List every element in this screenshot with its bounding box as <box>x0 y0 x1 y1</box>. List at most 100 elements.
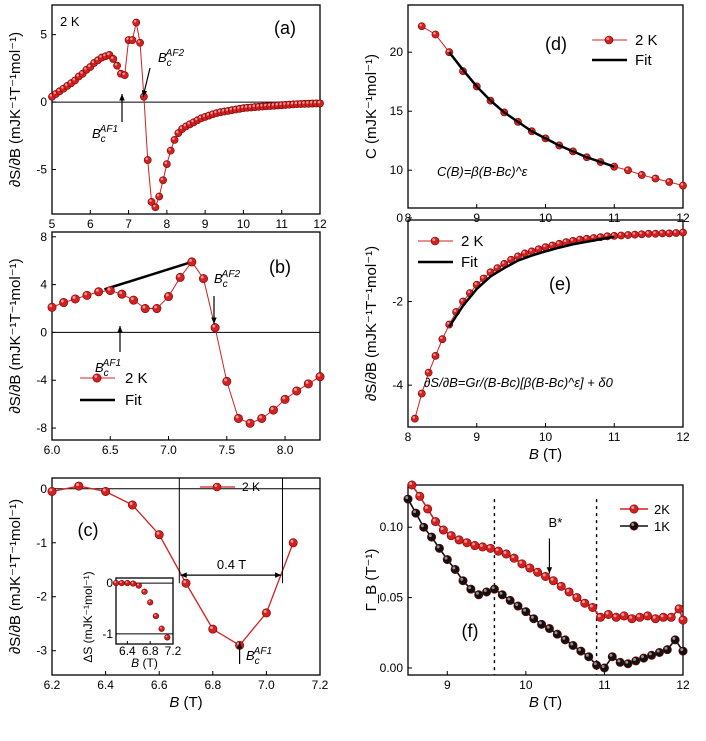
data-point-f-1K <box>647 650 657 660</box>
data-point-b <box>210 323 220 333</box>
series-line-f-1K <box>407 498 684 669</box>
data-point-f-1K <box>529 614 539 624</box>
data-point-f-2K-shine <box>644 612 648 616</box>
data-point-f-2K-disc <box>454 535 464 545</box>
inset-x-tick-label-c: 6.8 <box>142 644 159 658</box>
data-point-b-shine <box>142 305 146 309</box>
data-point-d <box>651 174 660 183</box>
data-point-d-shine <box>639 172 642 175</box>
data-point-b-shine <box>200 275 204 279</box>
data-point-f-1K-disc <box>607 652 617 662</box>
legend-marker-1k-f-disc <box>629 521 639 531</box>
x-tick-label-a: 10 <box>237 217 251 231</box>
data-point-f-2K <box>485 543 495 553</box>
data-point-f-2K <box>454 535 464 545</box>
data-point-f-2K <box>540 571 550 581</box>
data-point-f-2K <box>548 576 558 586</box>
legend-label-fit-b: Fit <box>125 392 142 409</box>
data-point-f-2K-disc <box>415 491 425 501</box>
data-point-b <box>94 287 104 297</box>
data-point-a-shine <box>164 161 168 165</box>
data-point-d <box>637 171 646 179</box>
y-tick-label-f: 0.05 <box>380 591 404 605</box>
data-point-a <box>155 192 164 201</box>
inset-data-point-c <box>130 580 137 587</box>
data-point-f-1K <box>607 652 617 662</box>
data-point-f-2K <box>423 504 433 514</box>
inset-data-point-c-disc <box>158 625 165 632</box>
data-point-a-shine <box>156 193 160 197</box>
data-point-b <box>303 379 313 389</box>
data-point-f-1K-shine <box>562 636 566 640</box>
data-point-a <box>316 99 324 108</box>
data-point-f-1K-shine <box>554 631 558 635</box>
data-point-b <box>140 304 150 314</box>
data-point-e-shine <box>646 231 649 234</box>
data-point-f-1K <box>599 663 609 673</box>
data-point-d <box>624 166 632 175</box>
data-point-a-shine <box>202 114 206 117</box>
data-point-b-shine <box>305 380 309 384</box>
arrow-af2-b <box>211 296 217 324</box>
data-point-f-1K-shine <box>656 649 660 653</box>
x-tick-label-a: 12 <box>313 217 327 231</box>
inset-data-point-c-disc <box>118 579 125 587</box>
bc-af1-label-c: BcAF1 <box>246 646 272 667</box>
data-point-b-disc <box>315 372 325 382</box>
data-point-c-shine <box>290 539 294 543</box>
data-point-e <box>651 229 660 238</box>
data-point-a-shine <box>153 204 156 208</box>
data-point-a-shine <box>260 104 263 107</box>
data-point-f-1K <box>623 659 633 669</box>
data-point-e-shine <box>570 238 574 241</box>
data-point-f-2K-shine <box>542 573 546 577</box>
data-point-f-2K-disc <box>580 598 590 608</box>
data-point-a-disc <box>143 156 152 164</box>
inset-data-point-c-shine <box>131 581 134 584</box>
data-point-f-1K-disc <box>466 584 476 594</box>
inset-data-point-c-shine <box>159 626 162 629</box>
data-point-f-1K-shine <box>515 603 519 607</box>
data-point-f-2K-disc <box>588 602 598 612</box>
data-point-f-1K-shine <box>601 665 605 668</box>
data-point-b-disc <box>303 379 313 389</box>
data-point-f-1K-shine <box>491 586 495 590</box>
y-tick-label-c: -3 <box>36 644 47 658</box>
data-point-a-shine <box>99 55 102 58</box>
data-point-f-1K <box>560 635 570 645</box>
data-point-b <box>164 292 174 302</box>
x-tick-label-b: 6.0 <box>44 443 61 457</box>
legend-marker-2k-f <box>629 504 639 514</box>
data-point-e-shine <box>680 230 684 233</box>
data-point-c-disc <box>47 486 57 496</box>
data-point-f-1K-disc <box>521 607 531 617</box>
data-point-d-shine <box>666 179 670 183</box>
data-point-f-2K <box>635 612 645 622</box>
data-point-a-shine <box>229 107 233 111</box>
data-point-b-shine <box>224 378 227 382</box>
bc-af2-label-a-text: BcAF2 <box>158 48 184 69</box>
inset-data-point-c-disc <box>135 582 142 589</box>
data-point-f-2K-shine <box>652 615 656 619</box>
data-point-f-1K-shine <box>617 659 621 663</box>
legend-label-fit-d: Fit <box>635 52 652 69</box>
data-point-f-1K <box>411 508 421 518</box>
panel-label-e: (e) <box>549 274 571 294</box>
legend-marker-2k-f-disc <box>629 504 639 514</box>
data-point-f-2K-shine <box>566 589 570 592</box>
arrow-af2-a-head <box>141 90 148 97</box>
data-point-f-2K <box>643 611 653 621</box>
data-point-f-1K-shine <box>546 625 550 629</box>
data-point-b-shine <box>60 299 64 303</box>
y-tick-label-a: -5 <box>36 163 47 177</box>
data-point-f-2K <box>572 593 582 603</box>
y-tick-label-d: 10 <box>390 163 404 177</box>
data-point-f-2K-shine <box>605 611 609 615</box>
data-point-a-shine <box>248 104 252 108</box>
x-tick-label-c: 6.8 <box>204 678 221 692</box>
data-point-f-2K <box>627 614 637 624</box>
data-point-f-2K <box>650 614 660 624</box>
data-point-f-2K-shine <box>495 548 499 552</box>
legend-marker-2k-b-disc <box>92 373 102 383</box>
data-point-b-shine <box>212 324 216 328</box>
